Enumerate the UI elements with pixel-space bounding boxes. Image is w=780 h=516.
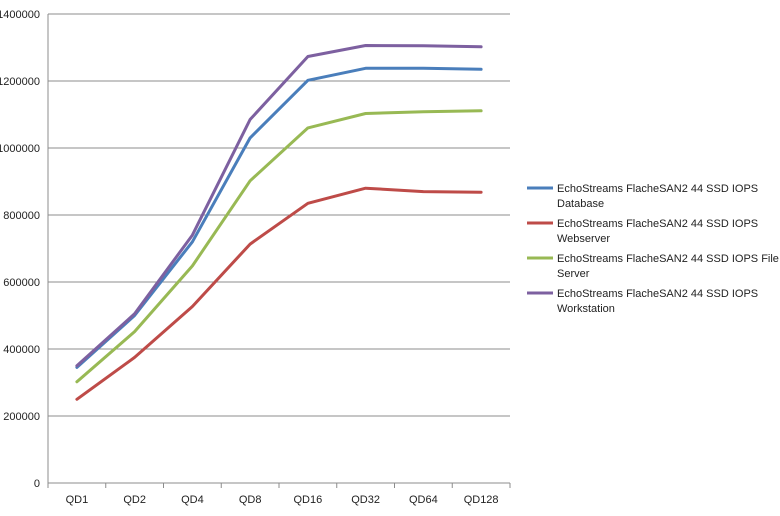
y-axis-tick-labels: 0 200000 400000 600000 800000 1000000 1200000 1… bbox=[0, 9, 40, 490]
x-tick-label: QD1 bbox=[66, 494, 89, 506]
legend-entry-label: EchoStreams FlacheSAN2 44 SSD IOPS Webser… bbox=[557, 218, 758, 245]
y-tick-label: 400000 bbox=[3, 344, 40, 356]
x-tick-label: QD4 bbox=[181, 494, 204, 506]
y-tick-label: 1200000 bbox=[0, 76, 40, 88]
y-tick-label: 800000 bbox=[3, 210, 40, 222]
axes bbox=[47, 14, 511, 488]
x-tick-label: QD8 bbox=[239, 494, 262, 506]
x-tick-label: QD16 bbox=[294, 494, 323, 506]
x-tick-label: QD128 bbox=[464, 494, 499, 506]
legend-entry-label: EchoStreams FlacheSAN2 44 SSD IOPS Databa… bbox=[557, 183, 758, 210]
legend-entry-label: EchoStreams FlacheSAN2 44 SSD IOPS File S… bbox=[557, 253, 779, 280]
series-lines bbox=[75, 44, 483, 401]
y-tick-label: 600000 bbox=[3, 277, 40, 289]
x-axis-tick-labels: QD1 QD2 QD4 QD8 QD16 QD32 QD64 QD128 bbox=[66, 494, 499, 506]
x-tick-label: QD2 bbox=[123, 494, 146, 506]
y-tick-label: 200000 bbox=[3, 411, 40, 423]
legend-entry-label: EchoStreams FlacheSAN2 44 SSD IOPS Workst… bbox=[557, 288, 758, 315]
y-tick-label: 1400000 bbox=[0, 9, 40, 21]
legend: EchoStreams FlacheSAN2 44 SSD IOPS Databa… bbox=[527, 183, 779, 315]
x-tick-label: QD32 bbox=[351, 494, 380, 506]
x-tick-label: QD64 bbox=[409, 494, 438, 506]
series-line-3 bbox=[75, 109, 483, 384]
y-tick-label: 0 bbox=[34, 478, 40, 490]
series-line-2 bbox=[75, 186, 483, 401]
series-line-4 bbox=[75, 44, 483, 368]
y-tick-label: 1000000 bbox=[0, 143, 40, 155]
gridlines bbox=[48, 13, 510, 417]
